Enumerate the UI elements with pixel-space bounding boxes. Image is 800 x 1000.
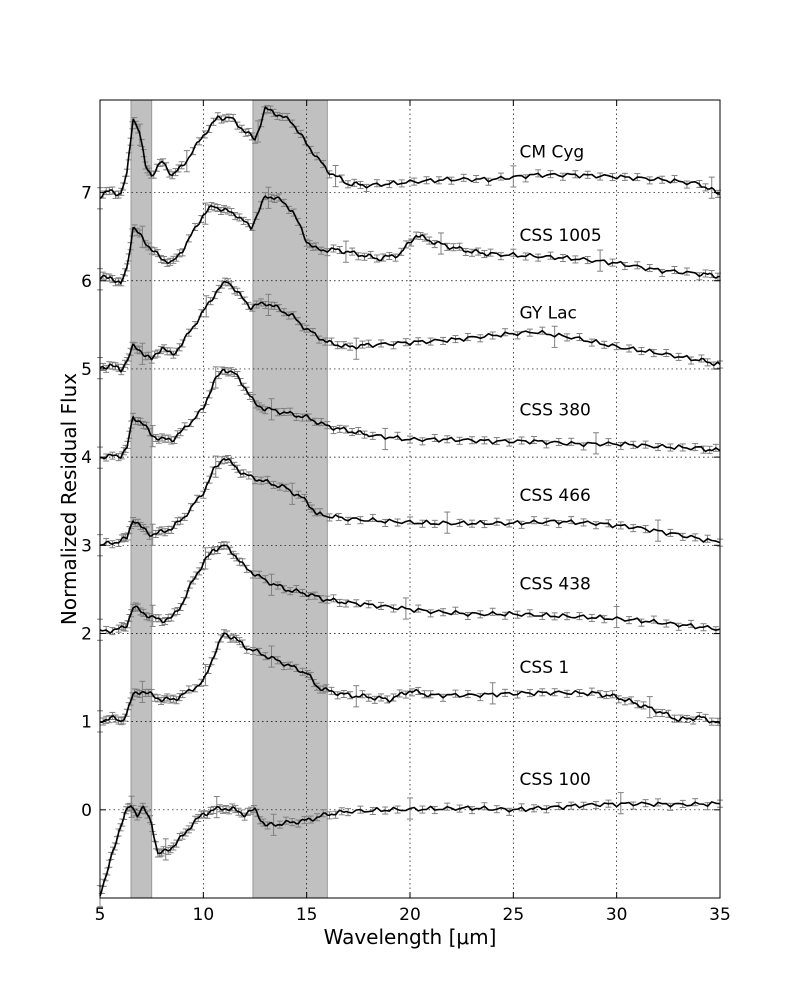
- series-labels: CM Cyg CSS 1005 GY Lac CSS 380 CSS 466 CSS 43…: [520, 142, 602, 790]
- y-tick-label: 1: [81, 713, 92, 733]
- series-label: CSS 1: [520, 658, 570, 678]
- y-tick-label: 4: [81, 448, 92, 468]
- errorbar-group: [97, 277, 723, 380]
- x-tick-label: 10: [193, 905, 215, 925]
- y-tick-label: 0: [81, 801, 92, 821]
- x-tick-label: 20: [399, 905, 421, 925]
- y-axis-label: Normalized Residual Flux: [57, 373, 81, 625]
- y-tick-label: 5: [81, 360, 92, 380]
- shaded-band: [252, 99, 328, 899]
- series-line: [99, 544, 721, 634]
- errorbar-group: [97, 541, 719, 641]
- y-tick-label: 7: [81, 184, 92, 204]
- series-line: [99, 106, 721, 200]
- series-label: CSS 466: [520, 486, 591, 506]
- series-label: CM Cyg: [520, 142, 585, 162]
- errorbar-group: [97, 104, 721, 210]
- series-label: GY Lac: [520, 304, 577, 324]
- x-axis-label: Wavelength [μm]: [324, 925, 497, 949]
- errorbar-group: [97, 455, 723, 557]
- x-tick-label: 35: [709, 905, 731, 925]
- series-line: [99, 280, 721, 373]
- errorbar-group: [97, 792, 723, 908]
- grid-lines: [100, 100, 720, 898]
- series-line: [99, 458, 721, 546]
- errorbar-group: [97, 186, 721, 291]
- series-label: CSS 438: [520, 574, 591, 594]
- series-lines: [97, 104, 723, 908]
- series-line: [99, 195, 721, 285]
- x-tick-label: 30: [606, 905, 628, 925]
- errorbar-group: [97, 629, 721, 733]
- series-line: [100, 368, 721, 460]
- x-tick-label: 15: [296, 905, 318, 925]
- shaded-bands: [130, 99, 328, 899]
- series-line: [99, 632, 721, 725]
- axis-ticks: 5 10 15 20 25 30 35 0 1 2 3 4 5 6 7: [81, 100, 731, 925]
- plot-frame: [99, 99, 721, 899]
- shaded-band: [130, 99, 153, 899]
- y-tick-label: 6: [81, 272, 92, 292]
- series-label: CSS 1005: [520, 226, 602, 246]
- series-label: CSS 100: [520, 770, 591, 790]
- errorbar-group: [97, 366, 719, 469]
- y-tick-label: 3: [81, 536, 92, 556]
- series-label: CSS 380: [520, 401, 591, 421]
- y-tick-label: 2: [81, 624, 92, 644]
- x-tick-label: 25: [503, 905, 525, 925]
- series-line: [99, 801, 721, 897]
- x-tick-label: 5: [95, 905, 106, 925]
